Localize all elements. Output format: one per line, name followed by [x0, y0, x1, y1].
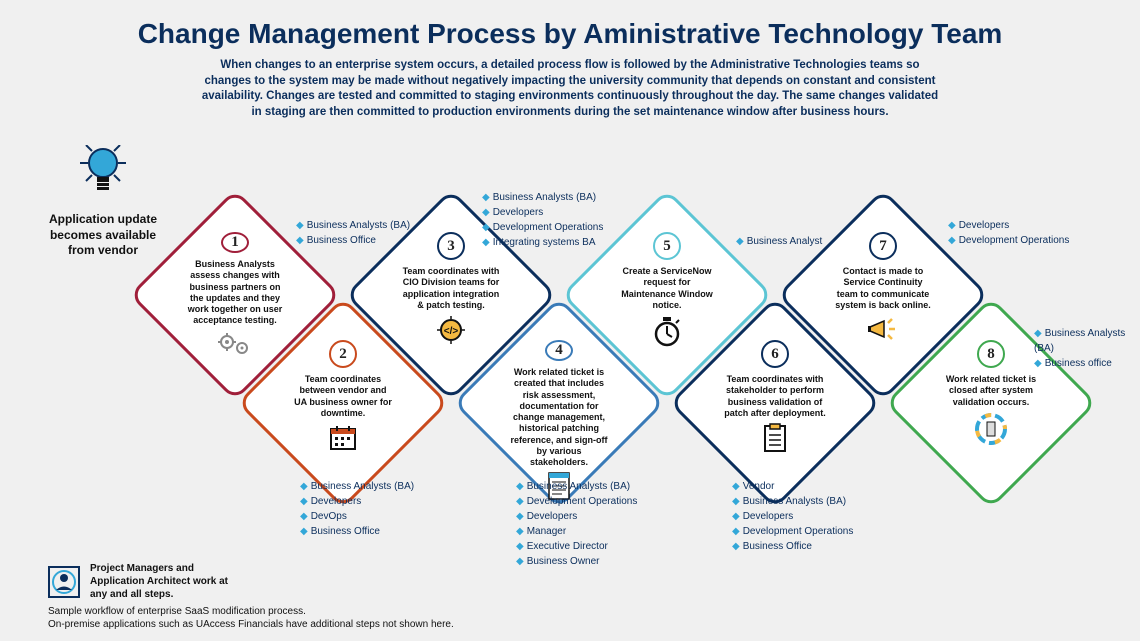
step-number: 3 [437, 232, 465, 260]
sample-text: Sample workflow of enterprise SaaS modif… [48, 605, 454, 631]
clock-icon [652, 315, 682, 353]
step-number: 1 [221, 232, 249, 253]
start-label: Application update becomes available fro… [48, 212, 158, 259]
calendar-icon [328, 423, 358, 459]
step-text: Team coordinates with stakeholder to per… [724, 374, 826, 419]
megaphone-icon [866, 315, 900, 349]
step-number: 7 [869, 232, 897, 260]
start-block: Application update becomes available fro… [48, 145, 158, 259]
roles-list-4: ◆Business Analysts (BA)◆Development Oper… [516, 479, 637, 569]
roles-list-3: ◆Business Analysts (BA)◆Developers◆Devel… [482, 190, 603, 250]
subtitle: When changes to an enterprise system occ… [200, 58, 940, 120]
step-text: Business Analysts assess changes with bu… [184, 259, 286, 327]
step-text: Team coordinates with CIO Division teams… [400, 266, 502, 311]
step-text: Contact is made to Service Continuity te… [832, 266, 934, 311]
footer-note: Project Managers and Application Archite… [48, 562, 240, 601]
roles-list-2: ◆Business Analysts (BA)◆Developers◆DevOp… [300, 479, 414, 539]
clipboard-icon [763, 423, 787, 459]
step-number: 2 [329, 340, 357, 368]
step-number: 6 [761, 340, 789, 368]
person-icon [48, 566, 80, 598]
dial-icon [974, 412, 1008, 452]
step-text: Work related ticket is created that incl… [508, 367, 610, 468]
roles-list-8: ◆Business Analysts (BA)◆Business office [1034, 326, 1140, 371]
lightbulb-icon [48, 145, 158, 206]
step-number: 5 [653, 232, 681, 260]
svg-text:</>: </> [444, 326, 459, 337]
page-title: Change Management Process by Aministrati… [0, 0, 1140, 50]
roles-list-7: ◆Developers◆Development Operations [948, 218, 1069, 248]
roles-list-6: ◆Vendor◆Business Analysts (BA)◆Developer… [732, 479, 853, 554]
code-icon: </> [434, 315, 468, 351]
gears-icon [216, 331, 254, 363]
step-text: Team coordinates between vendor and UA b… [292, 374, 394, 419]
step-text: Work related ticket is closed after syst… [940, 374, 1042, 408]
step-number: 8 [977, 340, 1005, 368]
footer-text: Project Managers and Application Archite… [90, 562, 240, 601]
step-number: 4 [545, 340, 573, 361]
step-text: Create a ServiceNow request for Maintena… [616, 266, 718, 311]
